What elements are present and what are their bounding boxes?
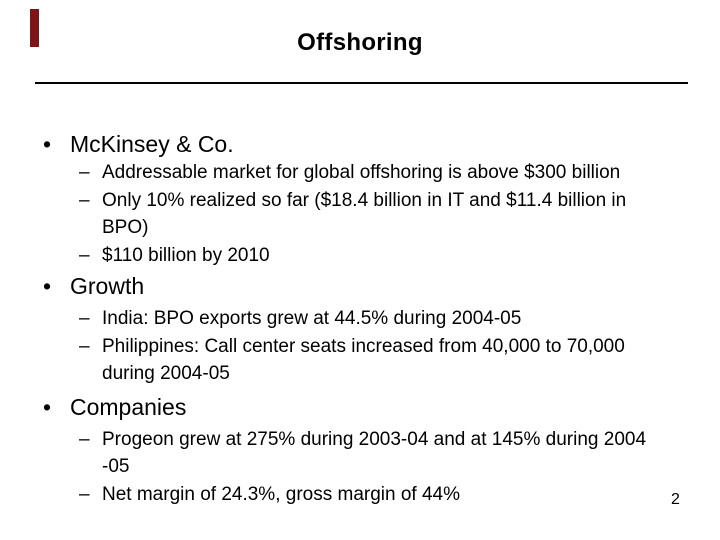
section-heading: McKinsey & Co. — [70, 131, 234, 157]
text-line: during 2004-05 — [102, 363, 230, 384]
text-line: Philippines: Call center seats increased… — [102, 335, 625, 357]
section-mckinsey: • McKinsey & Co. – Addressable market fo… — [36, 130, 698, 269]
dash-icon: – — [79, 162, 90, 183]
text-line: Progeon grew at 275% during 2003-04 and … — [102, 428, 647, 450]
text-line: Addressable market for global offshoring… — [102, 162, 621, 183]
sub-bullet-item: – Only 10% realized so far ($18.4 billio… — [36, 187, 698, 242]
sub-bullet-item: – India: BPO exports grew at 44.5% durin… — [36, 305, 698, 333]
sub-bullet-text: India: BPO exports grew at 44.5% during … — [102, 305, 521, 333]
sub-bullet-item: – Addressable market for global offshori… — [36, 159, 698, 187]
section-growth: • Growth – India: BPO exports grew at 44… — [36, 272, 698, 388]
sub-bullet-item: – Progeon grew at 275% during 2003-04 an… — [36, 426, 698, 481]
sub-bullet-text: Philippines: Call center seats increased… — [102, 333, 625, 388]
bullet-icon: • — [43, 393, 52, 420]
sub-bullet-text: Only 10% realized so far ($18.4 billion … — [102, 187, 626, 242]
sub-bullet-list: – India: BPO exports grew at 44.5% durin… — [36, 305, 698, 388]
title-divider — [35, 82, 688, 84]
section-companies: • Companies – Progeon grew at 275% durin… — [36, 393, 698, 509]
section-heading: Growth — [70, 273, 145, 299]
dash-icon: – — [79, 308, 90, 329]
dash-icon: – — [79, 483, 90, 505]
text-line: $110 billion by 2010 — [102, 244, 270, 266]
bullet-icon: • — [43, 273, 52, 299]
sub-bullet-list: – Progeon grew at 275% during 2003-04 an… — [36, 426, 698, 509]
sub-bullet-text: Addressable market for global offshoring… — [102, 159, 620, 187]
sub-bullet-item: – $110 billion by 2010 — [36, 242, 698, 270]
accent-bar — [30, 9, 39, 47]
dash-icon: – — [79, 335, 90, 357]
slide-title: Offshoring — [297, 29, 423, 56]
text-line: -05 — [102, 456, 130, 477]
dash-icon: – — [79, 428, 90, 450]
text-line: India: BPO exports grew at 44.5% during … — [102, 308, 522, 329]
text-line: Only 10% realized so far ($18.4 billion … — [102, 189, 627, 211]
sub-bullet-item: – Net margin of 24.3%, gross margin of 4… — [36, 481, 698, 509]
sub-bullet-text: $110 billion by 2010 — [102, 242, 270, 270]
slide-body: • McKinsey & Co. – Addressable market fo… — [36, 130, 698, 508]
bullet-icon: • — [43, 131, 52, 157]
bullet-item: • McKinsey & Co. — [36, 130, 698, 158]
sub-bullet-list: – Addressable market for global offshori… — [36, 159, 698, 269]
sub-bullet-item: – Philippines: Call center seats increas… — [36, 333, 698, 388]
sub-bullet-text: Progeon grew at 275% during 2003-04 and … — [102, 426, 646, 481]
dash-icon: – — [79, 244, 90, 266]
page-number: 2 — [671, 491, 680, 508]
text-line: BPO) — [102, 217, 149, 238]
dash-icon: – — [79, 189, 90, 211]
bullet-item: • Companies — [36, 393, 698, 421]
sub-bullet-text: Net margin of 24.3%, gross margin of 44% — [102, 481, 460, 509]
section-heading: Companies — [70, 393, 187, 420]
text-line: Net margin of 24.3%, gross margin of 44% — [102, 483, 461, 505]
bullet-item: • Growth — [36, 272, 698, 300]
